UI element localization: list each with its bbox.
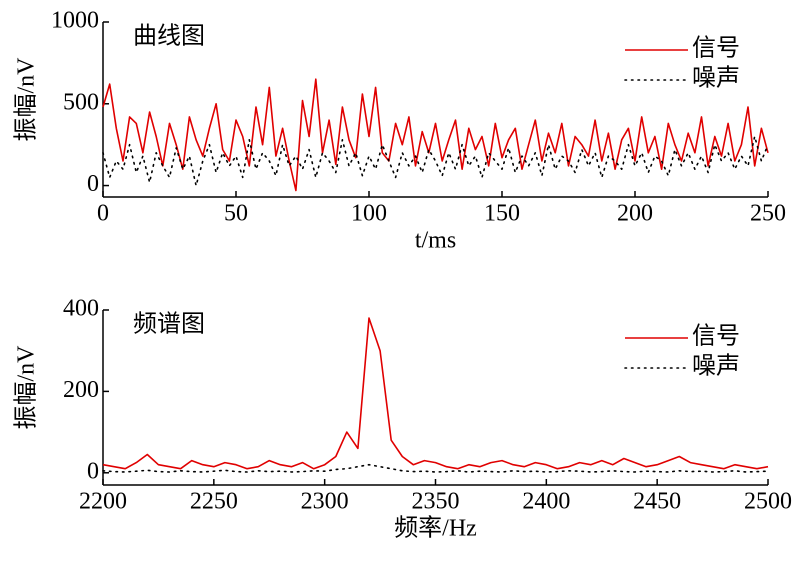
chart-title: 频谱图 xyxy=(133,311,205,338)
x-tick-label: 2250 xyxy=(190,489,238,515)
y-tick-label: 200 xyxy=(63,377,99,403)
legend-label: 噪声 xyxy=(692,65,740,92)
x-tick-label: 2350 xyxy=(412,489,460,515)
x-tick-label: 250 xyxy=(750,201,786,227)
x-tick-label: 50 xyxy=(224,201,248,227)
y-axis-label: 振幅/nV xyxy=(13,57,40,142)
x-axis-label: 频率/Hz xyxy=(394,515,477,542)
series-line xyxy=(102,135,769,187)
legend-label: 信号 xyxy=(692,35,740,62)
x-tick-label: 2500 xyxy=(744,489,792,515)
y-axis-label: 振幅/nV xyxy=(13,345,40,430)
y-tick-label: 0 xyxy=(87,458,99,484)
y-tick-label: 1000 xyxy=(51,8,99,34)
series-line xyxy=(102,78,769,192)
y-tick-label: 500 xyxy=(63,89,99,115)
legend-label: 信号 xyxy=(692,323,740,350)
chart-title: 曲线图 xyxy=(133,23,205,50)
series-line xyxy=(102,463,769,473)
y-tick-label: 0 xyxy=(87,171,99,197)
x-tick-label: 200 xyxy=(617,201,653,227)
legend-label: 噪声 xyxy=(692,353,740,380)
x-tick-label: 100 xyxy=(351,201,387,227)
x-tick-label: 2400 xyxy=(522,489,570,515)
x-tick-label: 2450 xyxy=(633,489,681,515)
series-line xyxy=(102,317,769,470)
x-tick-label: 150 xyxy=(484,201,520,227)
x-tick-label: 2300 xyxy=(301,489,349,515)
y-tick-label: 400 xyxy=(63,296,99,322)
x-axis-label: t/ms xyxy=(415,228,456,254)
x-tick-label: 2200 xyxy=(79,489,127,515)
x-tick-label: 0 xyxy=(97,201,109,227)
